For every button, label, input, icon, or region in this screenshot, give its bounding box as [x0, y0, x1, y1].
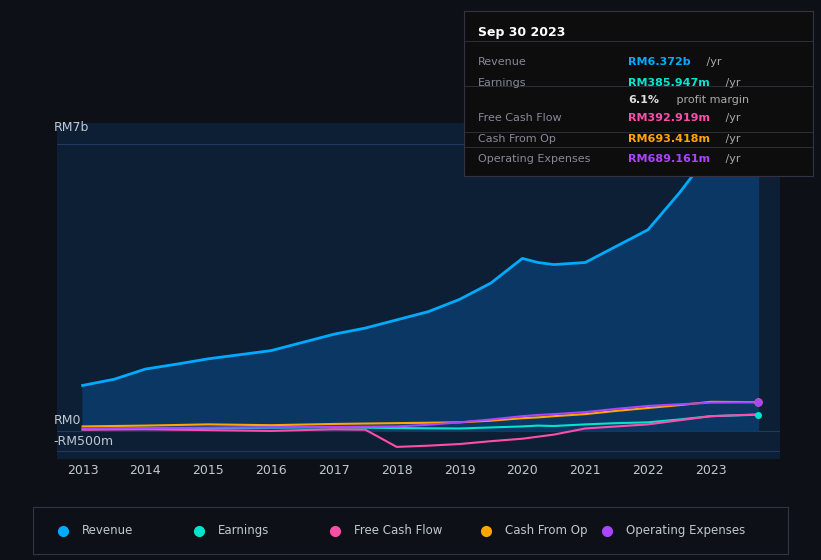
Text: Sep 30 2023: Sep 30 2023: [478, 26, 565, 39]
Text: RM0: RM0: [54, 414, 81, 427]
Text: /yr: /yr: [704, 57, 722, 67]
Text: Cash From Op: Cash From Op: [478, 134, 556, 144]
Text: 6.1%: 6.1%: [628, 95, 659, 105]
Text: Earnings: Earnings: [218, 524, 269, 537]
Text: RM7b: RM7b: [54, 120, 89, 134]
Text: Operating Expenses: Operating Expenses: [478, 154, 590, 164]
Text: Revenue: Revenue: [82, 524, 133, 537]
Text: RM6.372b: RM6.372b: [628, 57, 690, 67]
Text: Free Cash Flow: Free Cash Flow: [354, 524, 443, 537]
Text: /yr: /yr: [722, 78, 741, 88]
Text: Revenue: Revenue: [478, 57, 526, 67]
Text: Operating Expenses: Operating Expenses: [626, 524, 745, 537]
Text: /yr: /yr: [722, 113, 741, 123]
Text: /yr: /yr: [722, 134, 741, 144]
Text: Cash From Op: Cash From Op: [505, 524, 587, 537]
Text: RM693.418m: RM693.418m: [628, 134, 710, 144]
Text: Free Cash Flow: Free Cash Flow: [478, 113, 562, 123]
Text: -RM500m: -RM500m: [54, 435, 114, 447]
Text: /yr: /yr: [722, 154, 741, 164]
Text: profit margin: profit margin: [673, 95, 750, 105]
Text: RM385.947m: RM385.947m: [628, 78, 709, 88]
Text: RM392.919m: RM392.919m: [628, 113, 710, 123]
Text: Earnings: Earnings: [478, 78, 526, 88]
Text: RM689.161m: RM689.161m: [628, 154, 710, 164]
